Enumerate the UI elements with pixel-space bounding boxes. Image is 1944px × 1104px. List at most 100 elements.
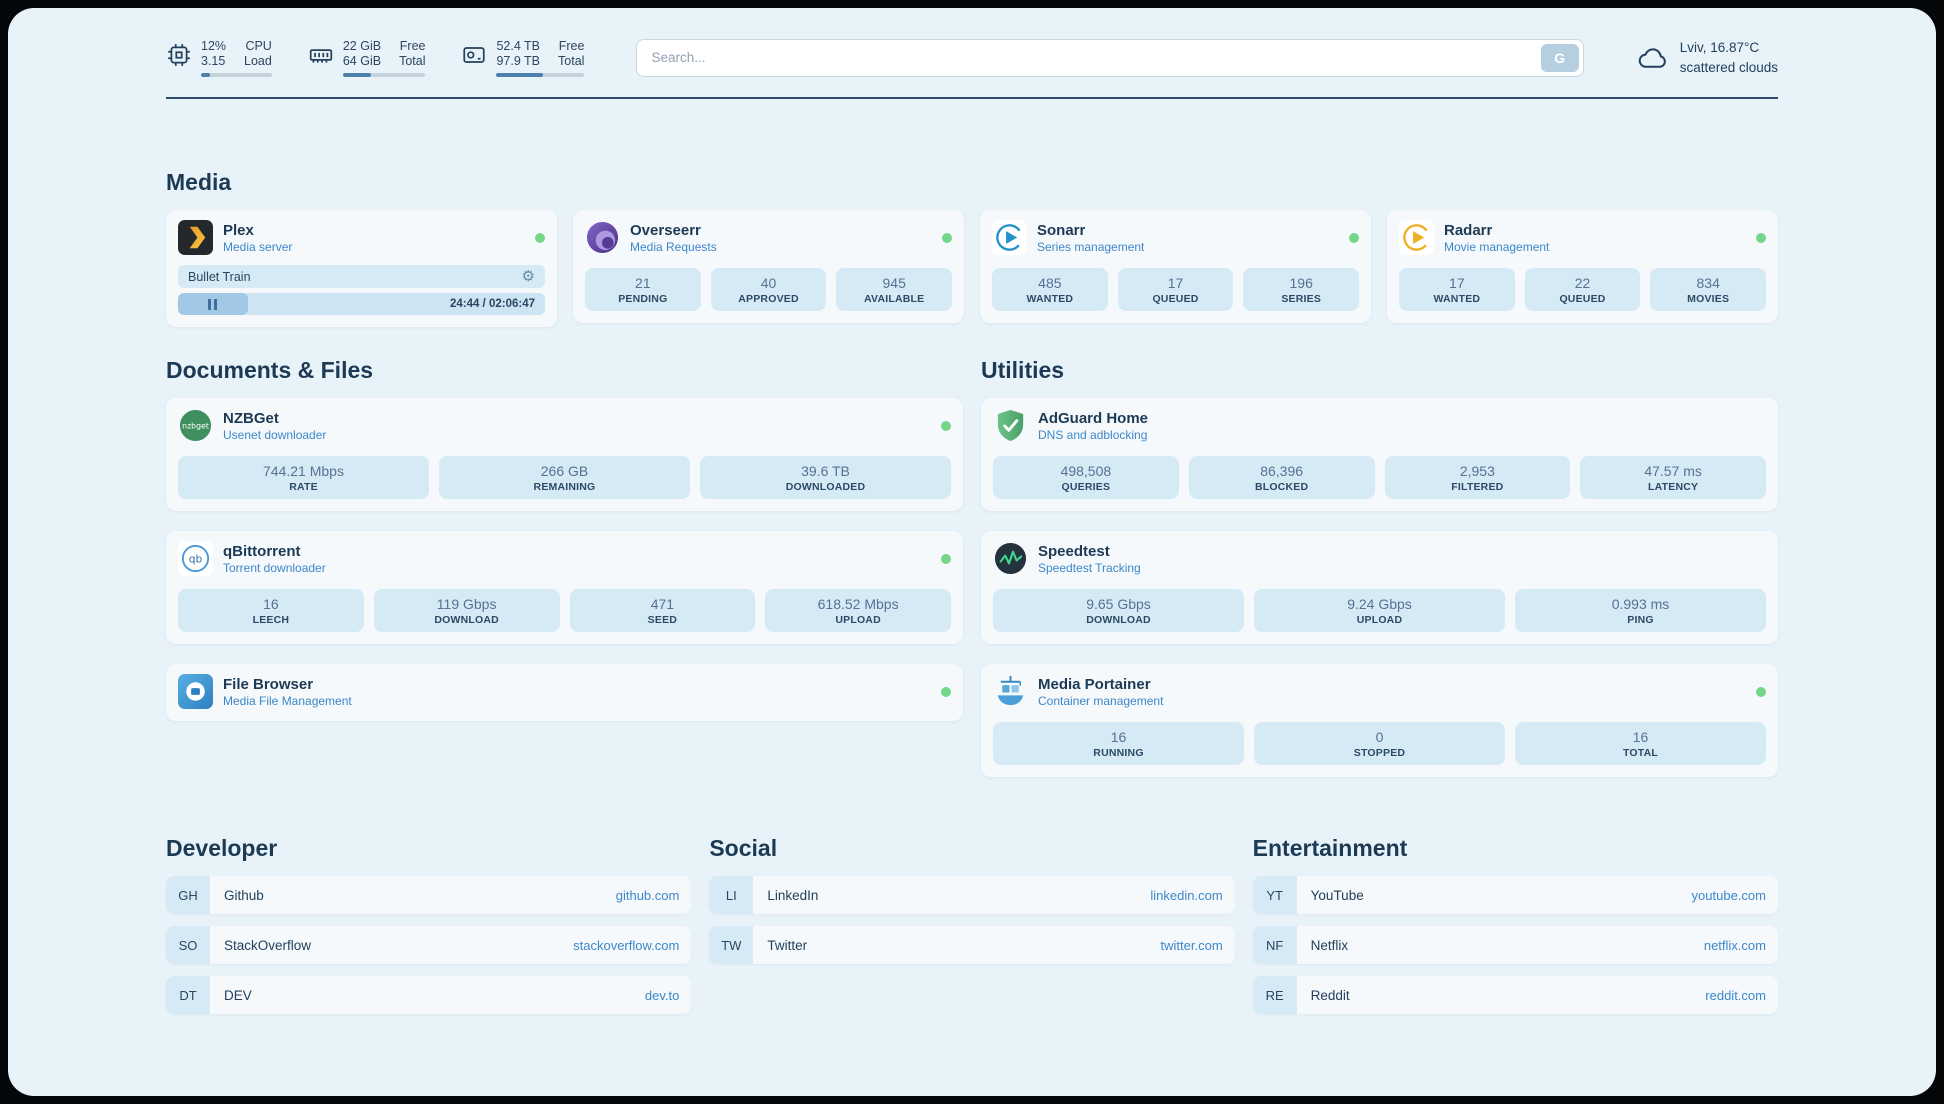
developer-section: Developer GH Github github.com SO StackO…: [166, 835, 692, 1015]
search-engine-button[interactable]: G: [1540, 43, 1579, 72]
stat-value: 21: [635, 275, 651, 292]
search-input[interactable]: [636, 38, 1584, 77]
bookmark-name: Netflix: [1310, 937, 1349, 953]
stat-label: PENDING: [618, 293, 668, 306]
qbittorrent-icon: qb: [178, 541, 213, 577]
service-subtitle: DNS and adblocking: [1038, 427, 1148, 442]
stat-value: 86,396: [1260, 463, 1304, 480]
stat-label: QUEUED: [1152, 293, 1199, 306]
bookmark-link[interactable]: linkedin.com: [1150, 887, 1223, 903]
portainer-card[interactable]: Media Portainer Container management 16 …: [981, 664, 1778, 778]
adguard-card[interactable]: AdGuard Home DNS and adblocking 498,508 …: [981, 398, 1778, 512]
stat-value: 16: [1110, 729, 1127, 746]
service-subtitle: Movie management: [1444, 239, 1550, 254]
developer-section-title: Developer: [166, 835, 278, 862]
bookmark-dev[interactable]: DT DEV dev.to: [166, 976, 692, 1015]
gear-icon[interactable]: ⚙: [521, 268, 535, 286]
nzbget-card[interactable]: nzbget NZBGet Usenet downloader 74: [166, 398, 963, 512]
social-section: Social LI LinkedIn linkedin.com TW Twitt…: [709, 835, 1235, 965]
topbar: 12% CPU 3.15 Load: [166, 8, 1778, 77]
bookmark-abbr: LI: [709, 876, 754, 915]
status-dot: [941, 553, 951, 564]
cpu-usage-value: 12%: [201, 38, 227, 53]
sonarr-card[interactable]: Sonarr Series management 485 WANTED 17 Q…: [980, 210, 1371, 324]
bookmark-name: Github: [224, 887, 264, 903]
stat-value: 22: [1574, 275, 1591, 292]
bookmark-stackoverflow[interactable]: SO StackOverflow stackoverflow.com: [166, 926, 692, 965]
entertainment-section-title: Entertainment: [1252, 835, 1408, 862]
cpu-usage-label: CPU: [245, 38, 272, 53]
bookmark-link[interactable]: github.com: [615, 887, 680, 903]
stat-box: 0 STOPPED: [1254, 722, 1505, 766]
plex-icon: [178, 220, 213, 256]
status-dot: [941, 686, 951, 697]
bookmark-link[interactable]: stackoverflow.com: [573, 937, 680, 953]
service-subtitle: Media Requests: [630, 239, 717, 254]
memory-widget: 22 GiB Free 64 GiB Total: [308, 39, 426, 77]
bookmark-abbr: DT: [166, 976, 210, 1015]
stat-label: WANTED: [1433, 293, 1481, 306]
speedtest-card[interactable]: Speedtest Speedtest Tracking 9.65 Gbps D…: [981, 531, 1778, 645]
bookmark-link[interactable]: youtube.com: [1691, 887, 1766, 903]
overseerr-card[interactable]: Overseerr Media Requests 21 PENDING 40 A…: [573, 210, 964, 324]
disk-total-label: Total: [558, 53, 585, 68]
cloud-icon: [1636, 43, 1670, 73]
radarr-card[interactable]: Radarr Movie management 17 WANTED 22 QUE…: [1387, 210, 1778, 324]
memory-total-value: 64 GiB: [342, 53, 382, 68]
service-subtitle: Torrent downloader: [223, 560, 326, 575]
bookmark-youtube[interactable]: YT YouTube youtube.com: [1252, 876, 1778, 915]
filebrowser-card[interactable]: File Browser Media File Management: [166, 664, 963, 722]
memory-icon: [308, 42, 334, 68]
pause-icon: [208, 298, 218, 310]
stat-value: 0: [1375, 729, 1384, 746]
bookmark-reddit[interactable]: RE Reddit reddit.com: [1252, 976, 1778, 1015]
stat-value: 471: [650, 596, 675, 613]
service-name: Media Portainer: [1038, 675, 1151, 693]
status-dot: [535, 232, 545, 243]
social-section-title: Social: [709, 835, 778, 862]
stat-box: 17 QUEUED: [1117, 268, 1234, 312]
bookmark-twitter[interactable]: TW Twitter twitter.com: [709, 926, 1235, 965]
disk-total-value: 97.9 TB: [496, 53, 541, 68]
cpu-widget: 12% CPU 3.15 Load: [166, 39, 272, 77]
service-subtitle: Container management: [1038, 693, 1164, 708]
bookmark-name: LinkedIn: [767, 887, 819, 903]
bookmark-netflix[interactable]: NF Netflix netflix.com: [1252, 926, 1778, 965]
stat-box: 16 LEECH: [178, 589, 364, 633]
svg-text:nzbget: nzbget: [182, 422, 209, 431]
stat-label: WANTED: [1026, 293, 1074, 306]
stat-box: 471 SEED: [569, 589, 756, 633]
memory-progress-fill: [342, 72, 371, 77]
bookmark-abbr: NF: [1252, 926, 1297, 965]
stat-value: 196: [1289, 275, 1313, 292]
stat-value: 0.993 ms: [1611, 596, 1670, 613]
documents-section-title: Documents & Files: [166, 357, 374, 384]
stat-value: 39.6 TB: [801, 463, 850, 480]
plex-time: 24:44 / 02:06:47: [449, 298, 535, 311]
bookmark-link[interactable]: netflix.com: [1703, 937, 1766, 953]
stat-value: 16: [1632, 729, 1649, 746]
service-name: Radarr: [1444, 221, 1493, 239]
stat-box: 22 QUEUED: [1524, 268, 1641, 312]
bookmark-github[interactable]: GH Github github.com: [166, 876, 692, 915]
plex-card[interactable]: Plex Media server Bullet Train ⚙: [166, 210, 557, 328]
media-section-title: Media: [166, 169, 232, 196]
stat-value: 266 GB: [540, 463, 589, 480]
stat-label: STOPPED: [1353, 747, 1406, 760]
bookmark-abbr: TW: [709, 926, 754, 965]
stat-box: 618.52 Mbps UPLOAD: [765, 589, 951, 633]
stat-label: UPLOAD: [1356, 614, 1403, 627]
stat-label: PING: [1627, 614, 1654, 627]
cpu-load-label: Load: [244, 53, 272, 68]
stat-box: 86,396 BLOCKED: [1188, 456, 1375, 500]
disk-free-label: Free: [558, 38, 585, 53]
bookmark-linkedin[interactable]: LI LinkedIn linkedin.com: [709, 876, 1235, 915]
status-dot: [1756, 686, 1766, 697]
bookmark-link[interactable]: twitter.com: [1160, 937, 1223, 953]
service-name: File Browser: [223, 675, 314, 693]
qbittorrent-card[interactable]: qb qBittorrent Torrent downloader: [166, 531, 963, 645]
stat-label: RATE: [289, 481, 318, 494]
stat-value: 498,508: [1060, 463, 1112, 480]
bookmark-link[interactable]: dev.to: [644, 987, 680, 1003]
bookmark-link[interactable]: reddit.com: [1705, 987, 1766, 1003]
